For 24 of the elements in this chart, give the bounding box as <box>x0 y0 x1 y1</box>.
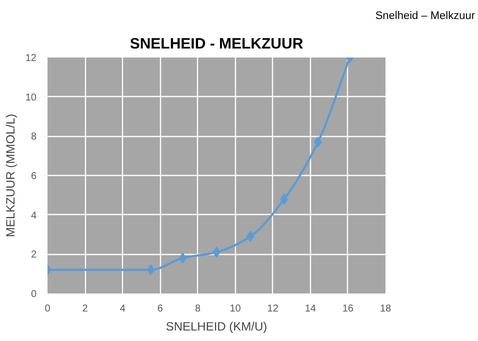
y-tick-label: 2 <box>30 250 37 261</box>
chart-title: SNELHEID - MELKZUUR <box>130 36 304 52</box>
y-tick-label: 8 <box>30 132 37 143</box>
y-tick-label: 6 <box>30 171 37 182</box>
y-tick-label: 0 <box>30 289 37 300</box>
x-tick-label: 0 <box>44 304 51 314</box>
y-tick-label: 12 <box>25 53 37 64</box>
x-tick-label: 6 <box>157 304 164 314</box>
point <box>246 230 254 242</box>
x-tick-label: 18 <box>380 304 392 314</box>
x-tick-label: 2 <box>82 304 88 314</box>
x-axis-title: SNELHEID (KM/U) <box>166 320 268 334</box>
y-axis-title: MELKZUUR (MMOL/L) <box>3 114 18 238</box>
x-tick-label: 14 <box>304 304 316 314</box>
x-tick-label: 10 <box>230 304 242 314</box>
y-tick-label: 10 <box>25 92 37 104</box>
x-tick-label: 8 <box>194 304 201 314</box>
x-tick-label: 12 <box>267 304 279 314</box>
text: Snelheid – Melkzuur <box>375 9 475 24</box>
point <box>146 264 155 276</box>
x-tick-label: 4 <box>120 304 126 314</box>
y-tick-label: 4 <box>30 210 37 222</box>
point <box>178 252 187 264</box>
x-tick-label: 16 <box>342 304 354 314</box>
